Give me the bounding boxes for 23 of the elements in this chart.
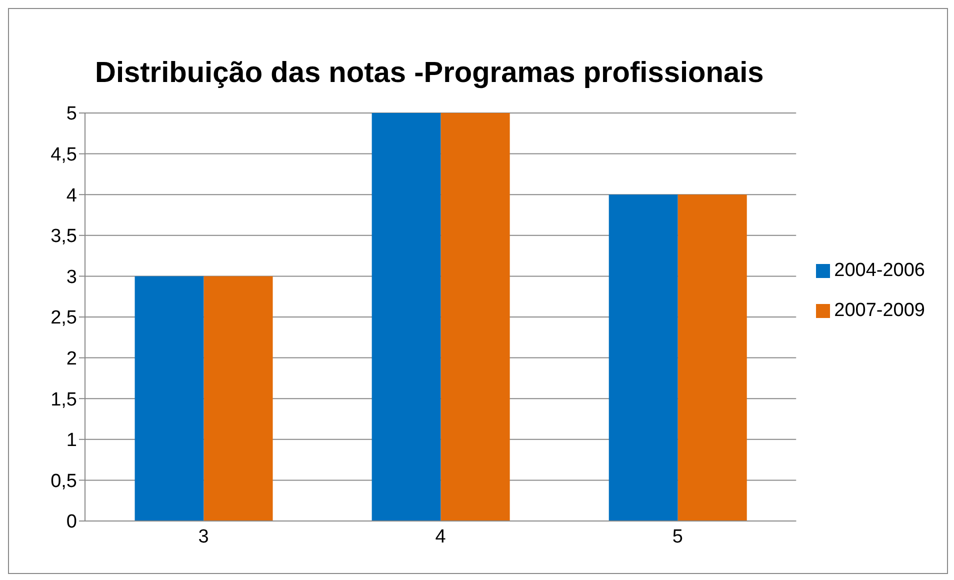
bar [134,276,204,521]
y-tick-label: 4 [66,185,78,206]
y-tick-label: 1,5 [50,389,77,410]
y-tick-label: 2,5 [50,308,77,329]
y-tick-label: 2 [66,348,77,370]
y-tick-label: 5 [66,104,77,125]
y-tick-label: 0 [66,512,77,533]
y-tick-label: 3,5 [50,226,77,248]
y-tick-label: 1 [66,430,77,452]
bar [678,194,747,521]
bar [440,113,510,521]
chart-title: Distribuição das notas -Programas profissionais [95,57,764,90]
x-tick-label: 5 [672,526,683,548]
bar [204,276,273,521]
legend-label: 2004-2006 [834,260,925,281]
y-tick-label: 3 [66,266,77,288]
bar [608,194,678,521]
legend-label: 2007-2009 [834,300,925,321]
x-tick-label: 4 [435,526,446,548]
x-tick-label: 3 [198,526,209,548]
y-tick-label: 0,5 [50,470,77,492]
y-tick-label: 4,5 [50,144,77,166]
bar [372,113,441,521]
